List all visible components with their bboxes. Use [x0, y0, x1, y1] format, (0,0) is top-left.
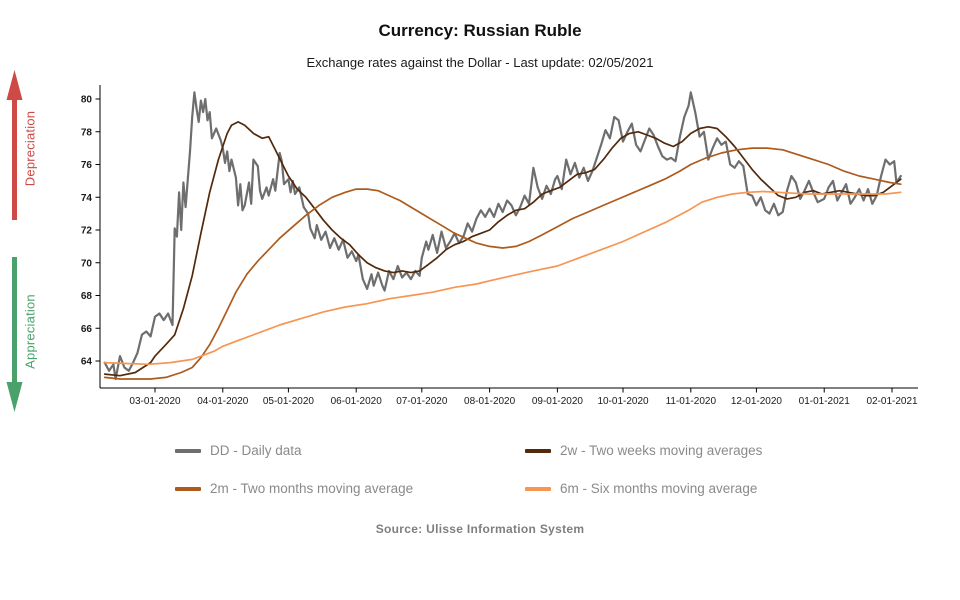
x-tick-label: 12-01-2020	[731, 396, 783, 407]
legend-swatch-6m	[525, 486, 551, 491]
x-tick-label: 09-01-2020	[532, 396, 584, 407]
y-tick-label: 72	[81, 226, 93, 237]
y-tick-label: 70	[81, 258, 93, 269]
series-6m-line	[103, 190, 902, 366]
legend-swatch-dd	[175, 448, 201, 453]
x-tick-label: 05-01-2020	[263, 396, 315, 407]
legend-item-2w: 2w - Two weeks moving averages	[525, 443, 762, 458]
series-dd-line	[103, 91, 902, 381]
x-tick-label: 02-01-2021	[866, 396, 918, 407]
legend-swatch-2w	[525, 448, 551, 453]
y-tick-label: 64	[81, 357, 93, 368]
legend-label-2w: 2w - Two weeks moving averages	[560, 443, 763, 458]
legend-item-6m: 6m - Six months moving average	[525, 481, 762, 496]
legend-swatch-2m	[175, 486, 201, 491]
appreciation-arrow-icon	[6, 257, 23, 412]
x-tick-label: 04-01-2020	[197, 396, 249, 407]
y-tick-label: 74	[81, 193, 93, 204]
legend-item-2m: 2m - Two months moving average	[175, 481, 525, 496]
chart-legend: DD - Daily data 2w - Two weeks moving ave…	[175, 443, 762, 496]
series-2m-line	[103, 147, 902, 380]
source-note: Source: Ulisse Information System	[375, 522, 585, 536]
legend-label-2m: 2m - Two months moving average	[210, 481, 414, 496]
annotation-arrows	[6, 70, 23, 412]
exchange-rate-chart: 64 66 68 70 72 74 76 78 80 03-01-2020 04-01-2020 05…	[81, 85, 918, 407]
x-tick-label: 11-01-2020	[666, 396, 717, 407]
x-tick-label: 10-01-2020	[597, 396, 649, 407]
y-tick-label: 78	[81, 127, 93, 138]
y-tick-label: 76	[81, 160, 93, 171]
legend-label-6m: 6m - Six months moving average	[560, 481, 758, 496]
x-tick-label: 03-01-2020	[129, 396, 181, 407]
x-tick-label: 08-01-2020	[464, 396, 516, 407]
x-tick-label: 07-01-2020	[396, 396, 448, 407]
y-tick-label: 80	[81, 95, 93, 106]
legend-item-dd: DD - Daily data	[175, 443, 525, 458]
y-tick-label: 68	[81, 291, 93, 302]
legend-label-dd: DD - Daily data	[210, 443, 302, 458]
y-tick-label: 66	[81, 324, 93, 335]
chart-subtitle: Exchange rates against the Dollar - Last…	[306, 55, 654, 70]
page-title: Currency: Russian Ruble	[378, 21, 582, 40]
x-tick-label: 06-01-2020	[331, 396, 383, 407]
series-2w-line	[103, 121, 902, 377]
depreciation-arrow-icon	[6, 70, 23, 220]
x-tick-label: 01-01-2021	[799, 396, 851, 407]
